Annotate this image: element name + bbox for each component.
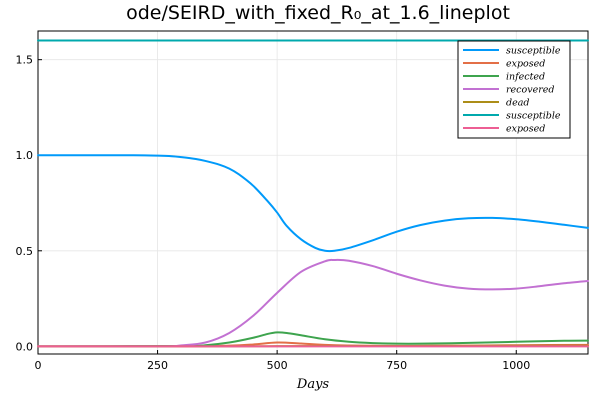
legend-label: exposed xyxy=(506,59,545,70)
plot-frame xyxy=(37,30,589,355)
series-line-3-infected xyxy=(37,331,589,348)
x-tick-label: 0 xyxy=(35,359,42,372)
legend-label: susceptible xyxy=(506,111,561,122)
x-tick-label: 250 xyxy=(147,359,168,372)
y-tick-label: 1.0 xyxy=(16,149,34,162)
series-line-1-susceptible xyxy=(37,154,589,253)
y-tick-label: 0.0 xyxy=(16,340,34,353)
y-axis: 0.0 0.5 1.0 1.5 xyxy=(16,54,42,353)
legend-label: exposed xyxy=(506,124,545,135)
x-tick-label: 500 xyxy=(267,359,288,372)
legend-label: dead xyxy=(506,98,529,109)
series-line-4-recovered xyxy=(37,258,589,348)
chart-title: ode/SEIRD_with_fixed_R₀_at_1.6_lineplot xyxy=(126,2,510,24)
x-tick-label: 750 xyxy=(386,359,407,372)
legend-label: infected xyxy=(506,72,545,83)
y-tick-label: 1.5 xyxy=(16,54,34,67)
legend-label: susceptible xyxy=(506,46,561,57)
y-tick-label: 0.5 xyxy=(16,245,34,258)
x-axis-label: Days xyxy=(296,377,330,392)
series-lines xyxy=(37,39,589,348)
x-axis: 0 250 500 750 1000 xyxy=(35,350,530,372)
x-tick-label: 1000 xyxy=(502,359,530,372)
legend-label: recovered xyxy=(506,85,554,96)
legend: susceptible exposed infected recovered dead s… xyxy=(457,40,571,139)
